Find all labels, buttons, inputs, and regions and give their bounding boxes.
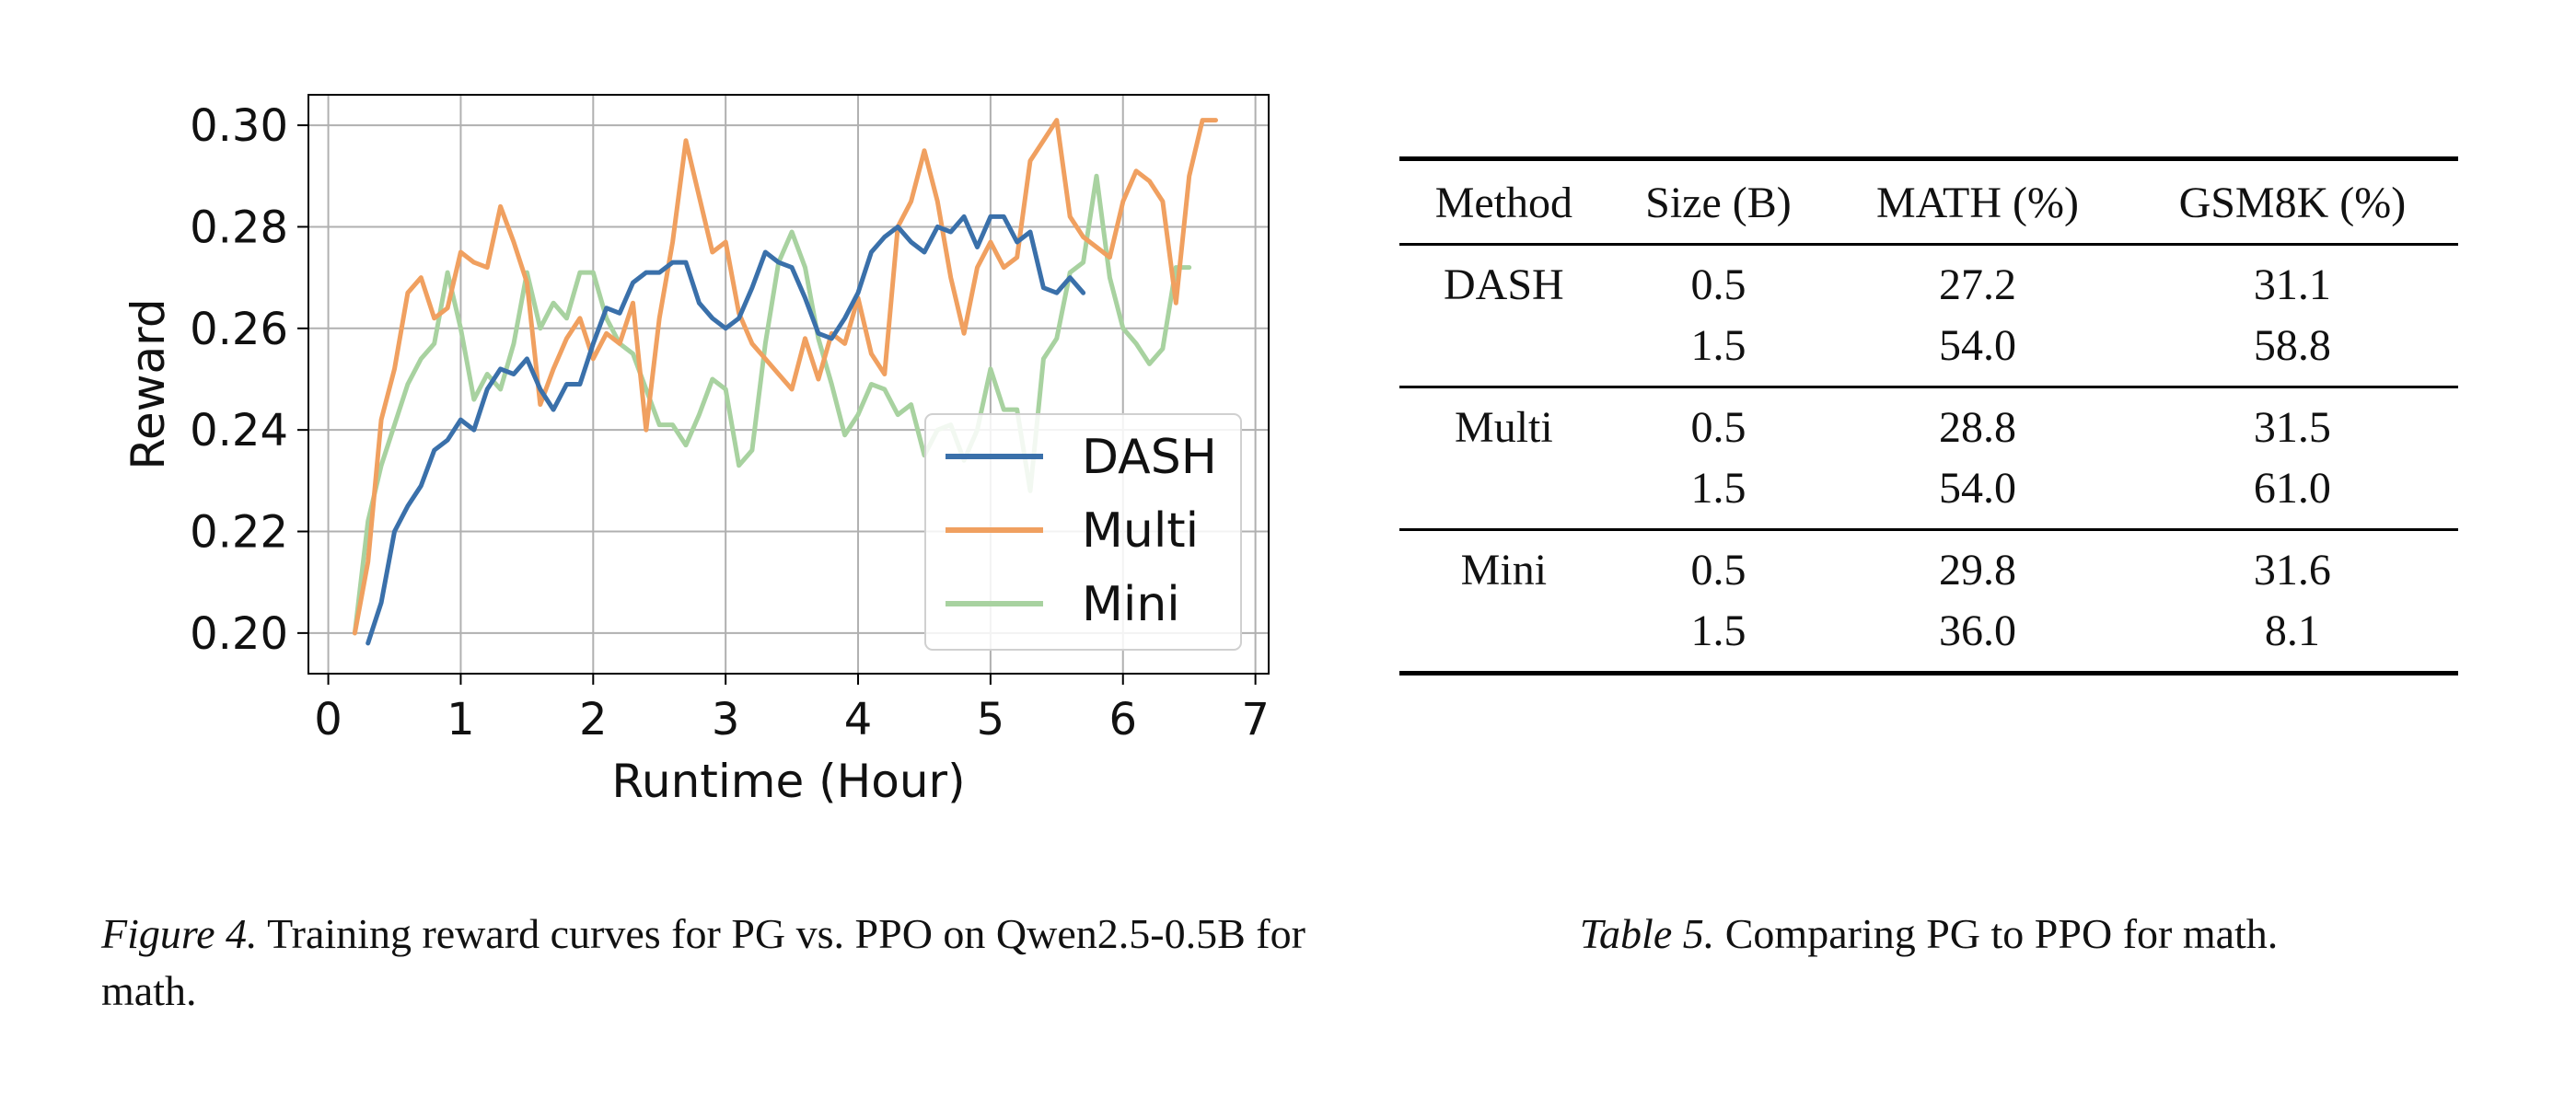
table-row: 1.5 36.0 8.1: [1399, 601, 2458, 674]
legend-entry-dash: DASH: [946, 430, 1217, 485]
x-tick-label: 5: [977, 694, 1005, 745]
axis-ticks: 0 1 2 3 4 5 6 7 0.20 0.22 0.24 0.26 0.28 0.30: [190, 100, 1270, 745]
y-tick-label: 0.22: [190, 507, 288, 559]
series-line-dash: [366, 214, 1086, 646]
y-axis-label: Reward: [122, 298, 175, 469]
table-row: Mini 0.5 29.8 31.6: [1399, 530, 2458, 602]
table-row: Multi 0.5 28.8 31.5: [1399, 387, 2458, 459]
table-caption: Table 5. Comparing PG to PPO for math.: [1399, 906, 2458, 963]
x-tick-label: 7: [1241, 694, 1270, 745]
gsm8k-cell: 31.6: [2253, 546, 2331, 595]
table-row: DASH 0.5 27.2 31.1: [1399, 245, 2458, 317]
size-cell: 1.5: [1690, 321, 1746, 370]
figure-caption-text: Training reward curves for PG vs. PPO on…: [101, 910, 1305, 1014]
gsm8k-cell: 61.0: [2253, 464, 2331, 513]
gsm8k-cell: 58.8: [2253, 321, 2331, 370]
size-cell: 0.5: [1690, 403, 1746, 452]
table-5: Method Size (B) MATH (%) GSM8K (%) DASH …: [1399, 156, 2458, 676]
header-gsm8k: GSM8K (%): [2126, 158, 2458, 246]
x-tick-label: 0: [314, 694, 342, 745]
x-tick-label: 4: [844, 694, 873, 745]
y-tick-label: 0.28: [190, 202, 288, 253]
method-cell: Multi: [1455, 403, 1553, 452]
legend: DASH Multi Mini: [924, 413, 1242, 651]
math-cell: 36.0: [1938, 606, 2016, 655]
figure-caption: Figure 4. Training reward curves for PG …: [101, 906, 1317, 1020]
math-cell: 29.8: [1938, 546, 2016, 595]
x-tick-label: 3: [712, 694, 740, 745]
legend-label: DASH: [1082, 430, 1217, 485]
math-cell: 54.0: [1938, 321, 2016, 370]
table-caption-lead: Table 5.: [1579, 910, 1715, 957]
legend-entry-multi: Multi: [946, 503, 1199, 559]
results-table: Method Size (B) MATH (%) GSM8K (%) DASH …: [1399, 156, 2458, 676]
figure-caption-lead: Figure 4.: [101, 910, 258, 957]
figure-4: 0 1 2 3 4 5 6 7 0.20 0.22 0.24 0.26 0.28 0.30 Runtime…: [0, 0, 1344, 1014]
size-cell: 0.5: [1690, 260, 1746, 309]
math-cell: 54.0: [1938, 464, 2016, 513]
method-cell: DASH: [1444, 260, 1564, 309]
method-cell: Mini: [1460, 546, 1548, 595]
group-multi: Multi 0.5 28.8 31.5 1.5 54.0 61.0: [1399, 387, 2458, 530]
table-row: 1.5 54.0 61.0: [1399, 458, 2458, 530]
math-cell: 27.2: [1938, 260, 2016, 309]
size-cell: 1.5: [1690, 606, 1746, 655]
gsm8k-cell: 31.1: [2253, 260, 2331, 309]
plot-area: [307, 94, 1270, 675]
size-cell: 0.5: [1690, 546, 1746, 595]
reward-chart: 0 1 2 3 4 5 6 7 0.20 0.22 0.24 0.26 0.28 0.30 Runtime…: [122, 94, 1270, 808]
y-tick-label: 0.24: [190, 405, 288, 456]
y-tick-label: 0.30: [190, 100, 288, 152]
legend-entry-mini: Mini: [946, 577, 1180, 632]
x-tick-label: 1: [447, 694, 475, 745]
table-caption-text: Comparing PG to PPO for math.: [1714, 910, 2279, 957]
series-line-multi: [352, 118, 1218, 636]
legend-label: Multi: [1082, 503, 1199, 559]
header-size: Size (B): [1607, 158, 1829, 246]
gsm8k-cell: 31.5: [2253, 403, 2331, 452]
group-dash: DASH 0.5 27.2 31.1 1.5 54.0 58.8: [1399, 245, 2458, 387]
y-tick-label: 0.26: [190, 304, 288, 355]
header-math: MATH (%): [1828, 158, 2127, 246]
series-lines: [352, 118, 1218, 646]
math-cell: 28.8: [1938, 403, 2016, 452]
table-row: 1.5 54.0 58.8: [1399, 316, 2458, 387]
legend-label: Mini: [1082, 577, 1180, 632]
table-header-row: Method Size (B) MATH (%) GSM8K (%): [1399, 158, 2458, 246]
header-method: Method: [1399, 158, 1608, 246]
x-tick-label: 6: [1108, 694, 1137, 745]
legend-box: [924, 413, 1242, 651]
x-tick-label: 2: [579, 694, 608, 745]
x-axis-label: Runtime (Hour): [611, 755, 965, 808]
size-cell: 1.5: [1690, 464, 1746, 513]
gsm8k-cell: 8.1: [2264, 606, 2320, 655]
y-tick-label: 0.20: [190, 608, 288, 660]
group-mini: Mini 0.5 29.8 31.6 1.5 36.0 8.1: [1399, 530, 2458, 674]
